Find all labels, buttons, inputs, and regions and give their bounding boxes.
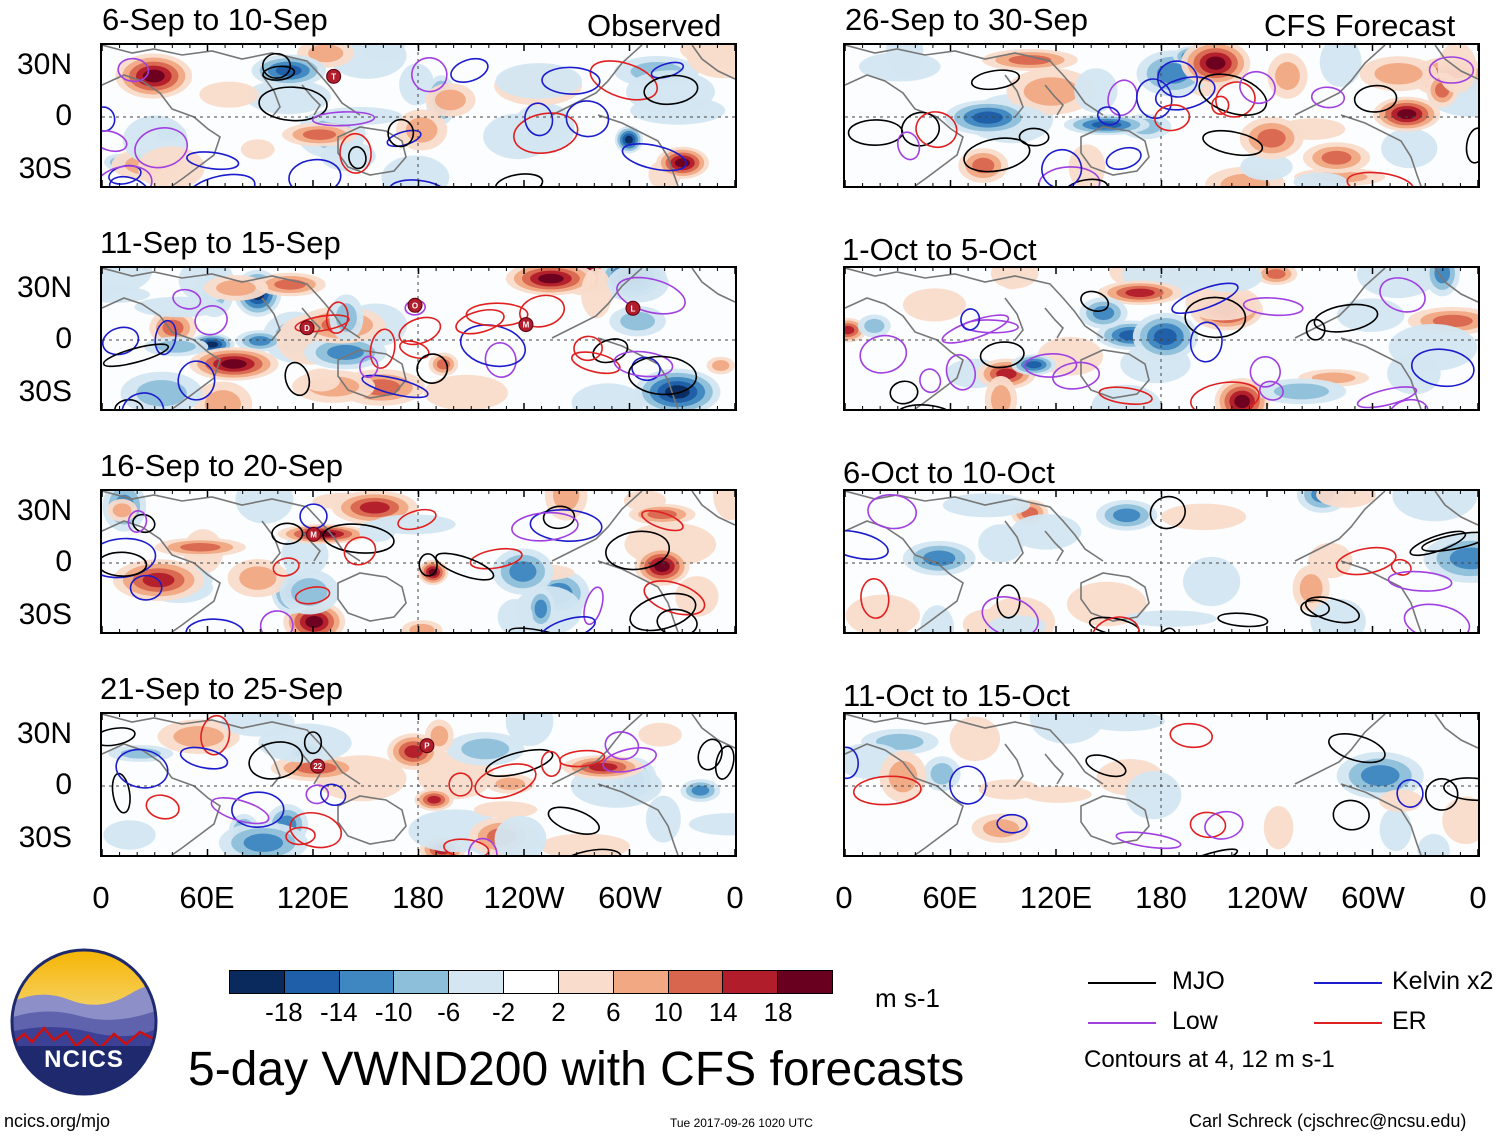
svg-text:O: O	[412, 301, 418, 310]
lat-label: 30N	[16, 48, 72, 81]
legend-label-er: ER	[1392, 1007, 1427, 1035]
lon-label: 120W	[483, 880, 565, 915]
colorbar-tick-label: -14	[320, 997, 358, 1027]
logo-text: NCICS	[44, 1046, 124, 1073]
map-panel: 22 P	[100, 712, 737, 857]
lon-label: 180	[392, 880, 444, 915]
lat-label: 30S	[18, 821, 72, 854]
storm-marker-icon: O	[407, 297, 423, 313]
colorbar-tick-label: 6	[606, 997, 621, 1027]
map-panel	[843, 43, 1480, 188]
colorbar-tick-label: -18	[265, 997, 303, 1027]
map-panel: T	[100, 43, 737, 188]
storm-marker-icon: L	[625, 300, 641, 316]
colorbar	[229, 970, 833, 994]
colorbar-swatch	[503, 971, 558, 993]
lat-label: 0	[55, 322, 72, 355]
footer-author: Carl Schreck (cjschrec@ncsu.edu)	[1189, 1111, 1467, 1131]
legend-swatch-kelvin	[1314, 982, 1382, 984]
legend-label-low: Low	[1172, 1007, 1218, 1035]
lon-label: 120W	[1226, 880, 1308, 915]
legend-swatch-mjo	[1088, 982, 1156, 984]
storm-marker-icon: P	[419, 738, 435, 754]
svg-text:22: 22	[313, 762, 322, 771]
svg-text:T: T	[331, 72, 336, 81]
lat-label: 30N	[16, 271, 72, 304]
storm-marker-icon: D	[299, 320, 315, 336]
lat-label: 30S	[18, 375, 72, 408]
colorbar-tick-label: 14	[708, 997, 738, 1027]
colorbar-swatch	[667, 971, 723, 993]
panel-title: 11-Sep to 15-Sep	[100, 225, 341, 260]
lon-label: 60E	[179, 880, 235, 915]
lat-label: 30S	[18, 598, 72, 631]
panel-title: 26-Sep to 30-Sep	[845, 2, 1089, 37]
svg-text:D: D	[304, 324, 310, 333]
colorbar-tick-label: -10	[374, 997, 413, 1027]
legend-label-mjo: MJO	[1172, 967, 1225, 995]
svg-text:L: L	[630, 304, 635, 313]
svg-text:M: M	[523, 321, 530, 330]
colorbar-tick-label: 10	[653, 997, 683, 1027]
colorbar-swatch	[777, 971, 832, 993]
colorbar-tick-label: -6	[437, 997, 461, 1027]
storm-marker-icon: M	[518, 317, 534, 333]
lon-label: 120E	[1019, 880, 1093, 915]
lon-label: 120E	[276, 880, 350, 915]
storm-marker-icon: M	[306, 526, 322, 542]
map-panel	[843, 266, 1480, 411]
colorbar-units: m s-1	[875, 983, 940, 1013]
lon-label: 0	[1469, 880, 1487, 915]
main-title: 5-day VWND200 with CFS forecasts	[188, 1043, 965, 1096]
colorbar-swatch	[557, 971, 613, 993]
colorbar-swatch	[448, 971, 504, 993]
colorbar-swatch	[230, 971, 284, 993]
lat-label: 0	[55, 545, 72, 578]
observed-header: Observed	[587, 8, 722, 43]
contours-note: Contours at 4, 12 m s-1	[1084, 1046, 1335, 1073]
panel-title: 11-Oct to 15-Oct	[843, 678, 1070, 713]
lat-label: 30S	[18, 152, 72, 185]
colorbar-tick-label: 18	[763, 997, 793, 1027]
colorbar-swatch	[612, 971, 668, 993]
colorbar-tick-label: -2	[491, 997, 516, 1027]
panel-title: 6-Sep to 10-Sep	[102, 2, 328, 37]
lon-label: 180	[1135, 880, 1187, 915]
lon-label: 0	[726, 880, 744, 915]
colorbar-swatch	[283, 971, 339, 993]
footer-timestamp: Tue 2017-09-26 1020 UTC	[670, 1116, 813, 1130]
storm-marker-icon: 22	[310, 758, 326, 774]
map-panel	[843, 712, 1480, 857]
lon-label: 60E	[922, 880, 978, 915]
panel-title: 1-Oct to 5-Oct	[842, 232, 1037, 267]
svg-text:M: M	[310, 530, 317, 539]
lon-label: 60W	[598, 880, 662, 915]
panel-title: 21-Sep to 25-Sep	[100, 671, 344, 706]
colorbar-swatch	[722, 971, 778, 993]
lat-label: 30N	[16, 494, 72, 527]
legend-label-kelvin: Kelvin x2	[1392, 967, 1494, 995]
ncics-logo: NCICS	[10, 948, 158, 1096]
lon-label: 0	[92, 880, 110, 915]
colorbar-tick-label: 2	[551, 997, 566, 1027]
forecast-header: CFS Forecast	[1264, 8, 1456, 43]
colorbar-swatch	[338, 971, 394, 993]
lon-label: 0	[835, 880, 853, 915]
lat-label: 0	[55, 768, 72, 801]
panel-title: 16-Sep to 20-Sep	[100, 448, 344, 483]
map-panel	[843, 489, 1480, 634]
map-panel: D O M L	[100, 266, 737, 411]
legend-swatch-low	[1088, 1022, 1156, 1024]
lat-label: 0	[55, 99, 72, 132]
lon-label: 60W	[1341, 880, 1405, 915]
legend-swatch-er	[1314, 1022, 1382, 1024]
lat-label: 30N	[16, 717, 72, 750]
storm-marker-icon: T	[326, 68, 342, 84]
map-panel: M	[100, 489, 737, 634]
footer-url[interactable]: ncics.org/mjo	[4, 1111, 111, 1131]
panel-title: 6-Oct to 10-Oct	[843, 455, 1055, 490]
colorbar-swatch	[393, 971, 449, 993]
svg-text:P: P	[424, 742, 430, 751]
